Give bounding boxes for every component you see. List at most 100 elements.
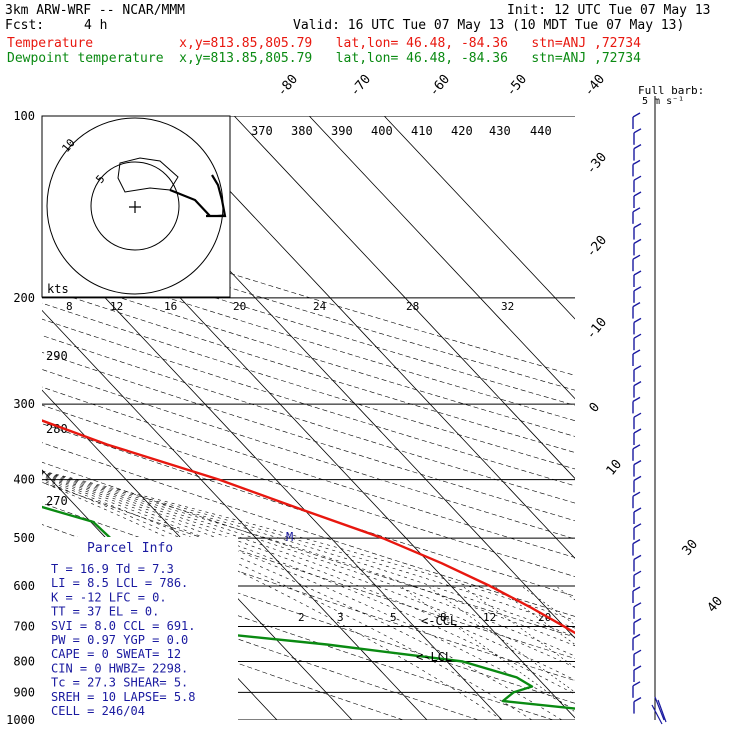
dry-adiabat (42, 228, 575, 391)
pressure-label: 400 (13, 473, 35, 487)
mixing-ratio-line (427, 585, 575, 693)
wind-barb-flag (632, 301, 641, 308)
dry-adiabat (42, 242, 575, 406)
pressure-label: 700 (13, 619, 35, 633)
wind-barb-flag (633, 459, 642, 466)
mixing-ratio-line (521, 585, 575, 626)
mixing-ratio-line (400, 585, 575, 713)
parcel-info-row: CAPE = 0 SWEAT= 12 (51, 647, 181, 661)
wind-barb-flag (633, 507, 642, 513)
hodograph-units: kts (47, 282, 69, 296)
wind-barb-flag (633, 317, 642, 324)
valid-time: Valid: 16 UTC Tue 07 May 13 (10 MDT Tue … (293, 18, 685, 33)
mixing-ratio-label: 8 (440, 611, 447, 624)
moist-adiabat (42, 480, 533, 720)
wind-barb-flag (632, 254, 641, 260)
wind-barb-flag (633, 191, 642, 197)
dry-adiabat (42, 302, 575, 470)
wind-barb-flag (633, 365, 642, 371)
wind-barb-flag (633, 175, 642, 181)
theta-label: 440 (530, 124, 552, 138)
wind-barb-flag (633, 649, 642, 655)
isotherm-label: -10 (584, 315, 611, 343)
theta-label: 390 (331, 124, 353, 138)
wind-barb-flag (633, 554, 642, 561)
wind-barb-flag (632, 633, 641, 640)
theta-label: 290 (46, 349, 68, 363)
wind-barb-flag (633, 270, 642, 276)
parcel-info-row: K = -12 LFC = 0. (51, 590, 167, 604)
parcel-info-row: TT = 37 EL = 0. (51, 605, 159, 619)
moist-adiabat (42, 477, 575, 711)
dry-adiabat (42, 482, 575, 659)
isotherm-label: -60 (427, 72, 454, 100)
pressure-label: 600 (13, 579, 35, 593)
wind-barb-flag (633, 523, 642, 529)
pressure-label: 300 (13, 397, 35, 411)
mixing-ratio-label: 16 (164, 300, 177, 313)
isotherm-label: 0 (587, 400, 604, 416)
wind-barb-flag (632, 444, 641, 450)
mixing-ratio-label: 24 (313, 300, 327, 313)
wind-panel-subtitle: 5 m s⁻¹ (642, 96, 684, 107)
hodograph-trace-thick (169, 174, 227, 218)
init-time: Init: 12 UTC Tue 07 May 13 (507, 3, 711, 18)
parcel-info-title: Parcel Info (87, 541, 173, 556)
parcel-info-background (42, 537, 238, 720)
wind-barb-flag (633, 286, 642, 292)
storm-motion-marker (129, 201, 141, 213)
wind-barb-flag (633, 238, 642, 245)
parcel-info-box: Parcel Info T = 16.9 Td = 7.3LI = 8.5 LCL… (42, 537, 238, 720)
isotherm-labels: -80 -70 -60 -50 -40 -30 -20 -10 0 10 30 40 (275, 72, 727, 616)
dewpoint-profile (42, 505, 575, 710)
wind-barb-flag (633, 222, 642, 229)
mixing-ratio-label: 8 (66, 300, 73, 313)
wind-barb-flag (633, 412, 642, 418)
isotherm-line (158, 116, 575, 559)
profile-curves (42, 419, 575, 710)
isotherm-label: -50 (504, 72, 531, 100)
mixing-ratio-label: 32 (501, 300, 514, 313)
isotherm-label: -30 (584, 150, 611, 178)
mixing-ratio-label: 3 (337, 611, 344, 624)
annotation-lcl: <-LCL (416, 650, 452, 664)
pressure-label: 100 (13, 109, 35, 123)
wind-barb-flag (632, 681, 641, 687)
wind-barb-flag (633, 665, 642, 671)
moist-adiabat (42, 476, 575, 695)
parcel-info-row: Tc = 27.3 SHEAR= 5. (51, 676, 188, 690)
dry-adiabat (42, 271, 575, 437)
dry-adiabat (42, 213, 575, 376)
wind-barb-flag (633, 428, 642, 434)
isotherm-label: -80 (275, 72, 302, 100)
parcel-info-row: SVI = 8.0 CCL = 691. (51, 619, 196, 633)
isotherm-line (233, 116, 575, 480)
dry-adiabat (42, 257, 575, 422)
wind-barb-flag (632, 586, 641, 592)
isotherm-label: -70 (348, 72, 375, 100)
isotherm-line (42, 230, 503, 720)
isotherm-label: -20 (584, 233, 611, 261)
wind-barb-flag (633, 570, 642, 576)
parcel-info-row: PW = 0.97 YGP = 0.0 (51, 633, 188, 647)
wind-panel-title: Full barb: (638, 84, 704, 97)
annotation-ccl: <-CCL (421, 614, 457, 628)
wind-barb-flag (633, 696, 642, 703)
pressure-label: 500 (13, 531, 35, 545)
isotherm-label: 30 (680, 537, 702, 559)
wind-barb-flag (633, 333, 642, 339)
theta-label: 410 (411, 124, 433, 138)
forecast-hours: 4 h (84, 18, 108, 33)
moist-adiabat (42, 473, 575, 657)
theta-label: 380 (291, 124, 313, 138)
parcel-info-row: CELL = 246/04 (51, 704, 145, 718)
wind-barb-flag (632, 112, 641, 118)
isotherm-line (383, 116, 575, 320)
wind-barb-flag (632, 207, 641, 213)
theta-label: 430 (489, 124, 511, 138)
mixing-ratio-label: 2 (298, 611, 305, 624)
parcel-info-row: LI = 8.5 LCL = 786. (51, 576, 188, 590)
